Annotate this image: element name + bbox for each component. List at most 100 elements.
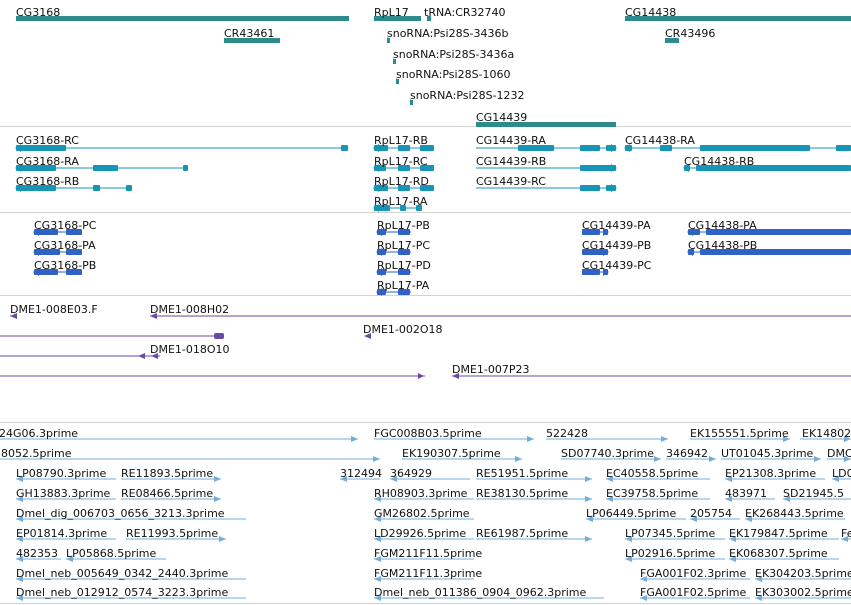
feature-re11893-5prime[interactable]: RE11893.5prime [121,467,221,482]
feature-364929[interactable]: 364929 [390,467,470,482]
strand-arrow [374,556,381,562]
feature-cg3168-pb[interactable]: CG3168-PB [33,259,96,276]
feature-dmel-neb-011386-0904-0962-3prime[interactable]: Dmel_neb_011386_0904_0962.3prime [374,586,604,601]
feature-gm26802-5prime[interactable]: GM26802.5prime [374,507,474,522]
feature-sd21945-5[interactable]: SD21945.5 [783,487,851,502]
feature-cg14438-pb[interactable]: CG14438-PB [687,239,851,256]
feature-522428[interactable]: 522428 [546,427,668,442]
feature-ld29926-5prime[interactable]: LD29926.5prime [374,527,474,542]
feature-rpl17[interactable]: RpL17 [374,6,421,21]
feature-rh08903-3prime[interactable]: RH08903.3prime [374,487,474,502]
feature-224g06-3prime[interactable]: 224G06.3prime [0,427,358,442]
exon-block [582,229,600,235]
feature-ld0[interactable]: LD0 [832,467,851,482]
feature-re11993-5prime[interactable]: RE11993.5prime [126,527,226,542]
feature-dme1-010n07[interactable] [452,373,851,379]
feature-snorna-psi28s-1060[interactable]: snoRNA:Psi28S-1060 [396,68,511,84]
feature-cg3168-pa[interactable]: CG3168-PA [33,239,96,256]
feature-cg14438[interactable]: CG14438 [625,6,851,21]
feature-snorna-psi28s-3436a[interactable]: snoRNA:Psi28S-3436a [393,48,514,64]
feature-re61987-5prime[interactable]: RE61987.5prime [476,527,592,542]
feature-rpl17-pb[interactable]: RpL17-PB [376,219,430,236]
feature-dmel-neb-012912-0574-3223-3prime[interactable]: Dmel_neb_012912_0574_3223.3prime [16,586,246,601]
feature-lp08790-3prime[interactable]: LP08790.3prime [16,467,116,482]
feature-dme1-008e03-f[interactable]: DME1-008E03.F [10,303,98,319]
feature-cg14439-ra[interactable]: CG14439-RA [476,134,617,152]
feature-cg3168-rb[interactable]: CG3168-RB [15,175,132,192]
feature-re51951-5prime[interactable]: RE51951.5prime [476,467,592,482]
strand-arrow [418,373,424,379]
feature-label: LD29926.5prime [374,527,466,540]
feature-rpl17-pc[interactable]: RpL17-PC [376,239,430,256]
feature-lp02916-5prime[interactable]: LP02916.5prime [625,547,725,562]
feature-rpl17-pd[interactable]: RpL17-PD [376,259,431,276]
feature-ek068307-5prime[interactable]: EK068307.5prime [729,547,839,562]
feature-cg3168-ra[interactable]: CG3168-RA [15,155,188,172]
feature-cg14439-rb[interactable]: CG14439-RB [476,155,617,172]
feature-ep01814-3prime[interactable]: EP01814.3prime [16,527,116,542]
feature-312494[interactable]: 312494 [340,467,382,482]
feature-cg14439-rc[interactable]: CG14439-RC [476,175,617,192]
feature-ek155551-5prime[interactable]: EK155551.5prime [690,427,790,442]
feature-fga001f02-5prime[interactable]: FGA001F02.5prime [640,586,750,601]
feature-cg14438-rb[interactable]: CG14438-RB [683,155,851,172]
feature-fgm211f11-5prime[interactable]: FGM211F11.5prime [374,547,482,562]
feature-cg14438-ra[interactable]: CG14438-RA [624,134,851,152]
feature-fgm211f11-3prime[interactable]: FGM211F11.3prime [374,567,482,582]
feature-lp06449-5prime[interactable]: LP06449.5prime [586,507,686,522]
feature-cg14439-pa[interactable]: CG14439-PA [582,219,651,236]
feature-cg14439[interactable]: CG14439 [476,111,616,127]
feature-fga001f02-3prime[interactable]: FGA001F02.3prime [640,567,750,582]
feature-gh13883-3prime[interactable]: GH13883.3prime [16,487,116,502]
feature-re38130-5prime[interactable]: RE38130.5prime [476,487,592,502]
feature-ec39758-5prime[interactable]: EC39758.5prime [606,487,710,502]
feature-rpl17-pa[interactable]: RpL17-PA [376,279,430,296]
feature-sd07740-3prime[interactable]: SD07740.3prime [561,447,661,462]
feature-trna-cr32740[interactable]: tRNA:CR32740 [424,6,506,21]
feature-fgc008b03-5prime[interactable]: FGC008B03.5prime [374,427,534,442]
feature-cg14439-pb[interactable]: CG14439-PB [582,239,651,256]
feature-482353[interactable]: 482353 [16,547,61,562]
exon-block [518,145,554,151]
feature-ek304203-5prime[interactable]: EK304203.5prime [755,567,851,582]
feature-ut01045-3prime[interactable]: UT01045.3prime [721,447,821,462]
feature-ek268443-5prime[interactable]: EK268443.5prime [745,507,845,522]
feature-483971[interactable]: 483971 [725,487,775,502]
feature-rpl17-rb[interactable]: RpL17-RB [373,134,434,152]
strand-arrow [373,204,379,212]
feature-dmel-neb-005649-0342-2440-3prime[interactable]: Dmel_neb_005649_0342_2440.3prime [16,567,246,582]
feature-rpl17-rc[interactable]: RpL17-RC [373,155,434,172]
feature-ep21308-3prime[interactable]: EP21308.3prime [725,467,825,482]
feature-cg3168[interactable]: CG3168 [16,6,349,21]
feature-dme1-007p23[interactable]: DME1-007P23 [0,363,530,379]
feature-cg14438-pa[interactable]: CG14438-PA [687,219,851,236]
feature-rpl17-rd[interactable]: RpL17-RD [373,175,434,192]
feature-rpl17-ra[interactable]: RpL17-RA [373,195,428,212]
feature-lp07345-5prime[interactable]: LP07345.5prime [625,527,725,542]
feature-ek190307-5prime[interactable]: EK190307.5prime [402,447,522,462]
feature-dme1-018o10[interactable]: DME1-018O10 [0,343,230,359]
feature-dmc[interactable]: DMC [827,447,851,462]
feature-cg3168-rc[interactable]: CG3168-RC [15,134,348,152]
feature-dmel-dig-006703-0656-3213-3prime[interactable]: Dmel_dig_006703_0656_3213.3prime [16,507,246,522]
feature-snorna-psi28s-3436b[interactable]: snoRNA:Psi28S-3436b [387,27,509,43]
feature-cg14439-pc[interactable]: CG14439-PC [582,259,652,276]
feature-cg3168-pc[interactable]: CG3168-PC [33,219,97,236]
feature-label: CG14439-RC [476,175,546,188]
feature-346942[interactable]: 346942 [666,447,716,462]
feature-snorna-psi28s-1232[interactable]: snoRNA:Psi28S-1232 [410,89,525,105]
strand-arrow [351,436,358,442]
feature-lp05868-5prime[interactable]: LP05868.5prime [66,547,166,562]
feature-dme1-002o18[interactable]: DME1-002O18 [0,323,443,339]
feature-re08466-5prime[interactable]: RE08466.5prime [121,487,221,502]
feature-28052-5prime[interactable]: 28052.5prime [0,447,380,462]
feature-cr43461[interactable]: CR43461 [224,27,280,43]
feature-dme1-008h02[interactable]: DME1-008H02 [150,303,851,319]
feature-ek179847-5prime[interactable]: EK179847.5prime [729,527,839,542]
feature-ec40558-5prime[interactable]: EC40558.5prime [606,467,710,482]
feature-ek303002-5prime[interactable]: EK303002.5prime [755,586,851,601]
feature-205754[interactable]: 205754 [690,507,740,522]
feature-ek14802[interactable]: EK14802 [800,427,851,442]
feature-cr43496[interactable]: CR43496 [665,27,715,43]
feature-fe[interactable]: Fe [841,527,851,542]
